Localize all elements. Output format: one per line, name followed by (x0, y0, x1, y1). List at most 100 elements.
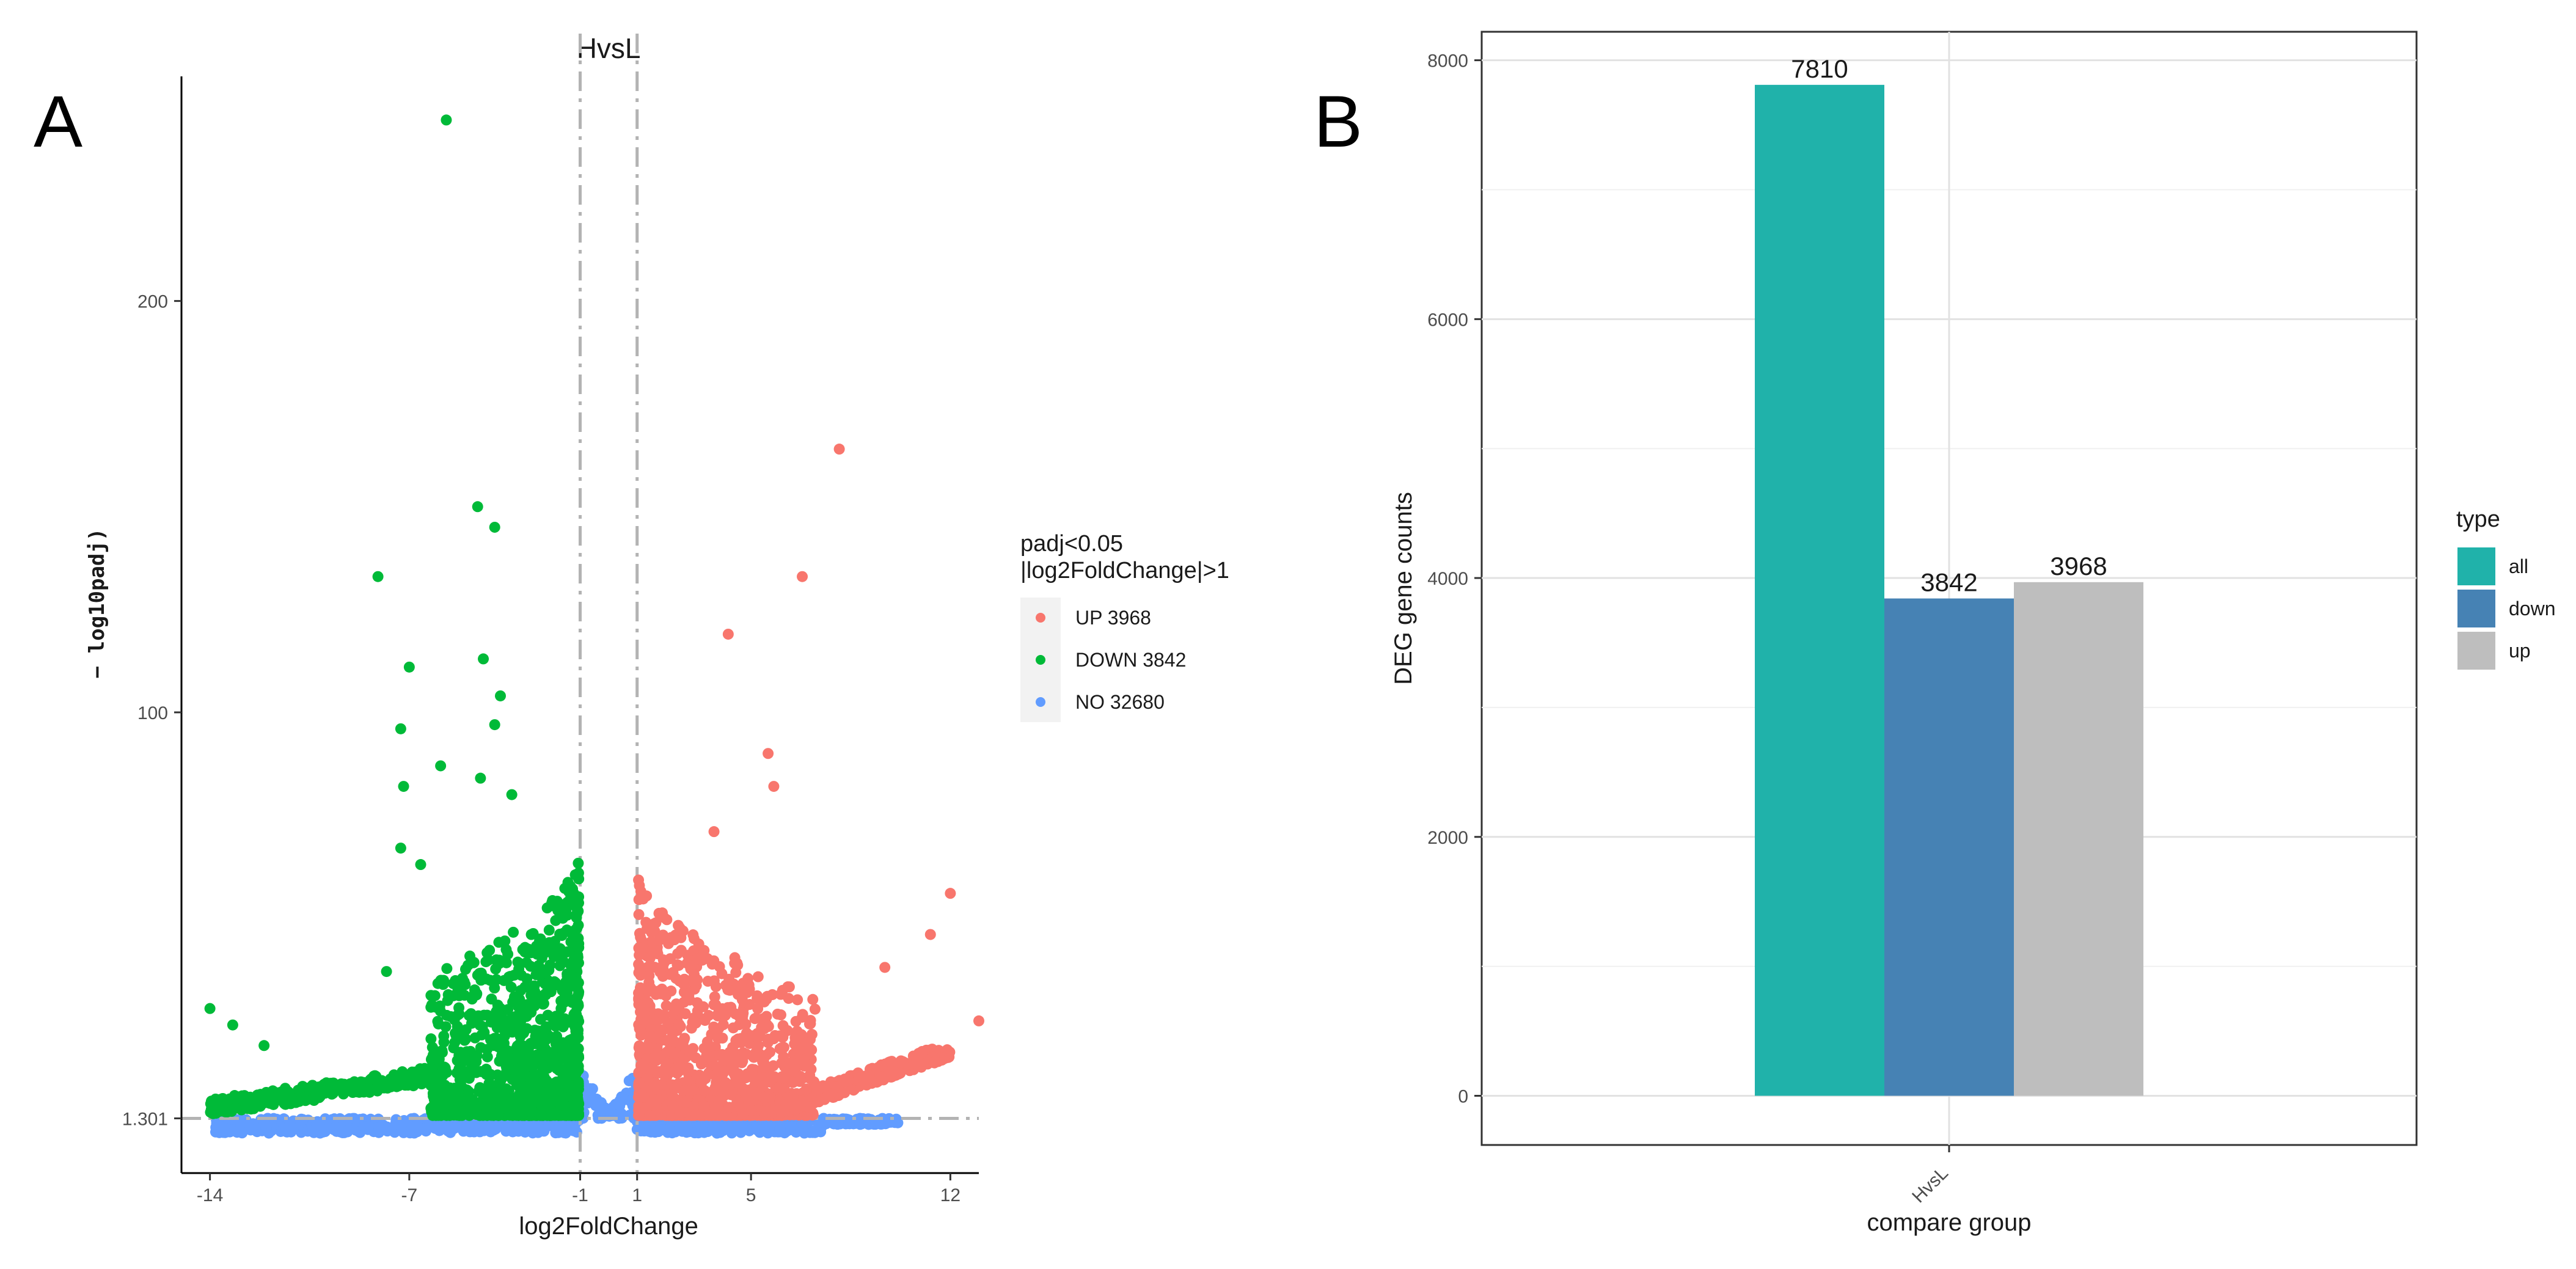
volcano-point-down-outlier (475, 772, 486, 784)
volcano-title: HvsL (577, 32, 641, 64)
volcano-point-down (557, 1021, 569, 1033)
volcano-point-down (512, 956, 524, 968)
volcano-point-down (529, 986, 541, 997)
volcano-point-down (493, 937, 505, 948)
volcano-point-up (806, 1044, 818, 1056)
bar-down (1884, 598, 2014, 1096)
volcano-point-up (772, 1008, 783, 1020)
volcano-point-up (698, 1100, 710, 1112)
volcano-point-down (314, 1083, 326, 1094)
volcano-point-up (664, 953, 676, 965)
volcano-point-up (690, 1108, 701, 1120)
volcano-point-no (552, 1127, 564, 1138)
volcano-point-no (342, 1124, 354, 1136)
volcano-point-no (633, 1124, 645, 1135)
volcano-x-tick-label: -1 (572, 1185, 588, 1205)
volcano-point-down (571, 977, 582, 989)
volcano-point-up (756, 1022, 767, 1033)
volcano-point-up-outlier (797, 571, 808, 582)
volcano-point-up (744, 983, 755, 995)
volcano-point-down-outlier (495, 690, 506, 701)
volcano-point-down (452, 1110, 463, 1121)
volcano-point-down (463, 1010, 475, 1022)
volcano-point-up (792, 1029, 803, 1040)
volcano-point-down (569, 1022, 581, 1033)
volcano-point-no (681, 1119, 692, 1131)
volcano-point-up (787, 1092, 799, 1103)
bar-all (1755, 84, 1884, 1096)
volcano-point-up (638, 1058, 649, 1069)
volcano-point-up (745, 1031, 756, 1042)
volcano-point-up (648, 918, 660, 929)
volcano-point-up (682, 1075, 694, 1086)
volcano-point-down (542, 1009, 554, 1021)
volcano-point-down (421, 1072, 433, 1083)
volcano-point-down (224, 1093, 235, 1105)
volcano-point-up (777, 1031, 788, 1043)
volcano-point-up (633, 959, 645, 970)
volcano-point-down (430, 1053, 442, 1064)
volcano-point-up (732, 1097, 744, 1108)
volcano-point-up (653, 1066, 664, 1077)
volcano-point-down (527, 927, 539, 939)
volcano-point-up (673, 960, 684, 971)
volcano-point-up (767, 1060, 779, 1072)
volcano-point-up (884, 1056, 896, 1067)
volcano-x-tick-label: 1 (632, 1185, 642, 1205)
volcano-point-up (690, 1017, 701, 1029)
volcano-point-down (521, 999, 533, 1011)
volcano-point-up (673, 1062, 685, 1073)
volcano-point-up (633, 987, 645, 999)
volcano-point-down (573, 857, 584, 869)
volcano-point-down (453, 1008, 465, 1020)
volcano-point-up (665, 932, 677, 943)
volcano-point-up (752, 1003, 764, 1014)
volcano-highlighted-points (204, 114, 984, 1121)
volcano-point-no (784, 1120, 796, 1132)
volcano-point-up (662, 1017, 674, 1029)
volcano-x-tick-label: 5 (746, 1185, 756, 1205)
volcano-point-up (758, 1062, 769, 1073)
volcano-point-up (698, 1001, 709, 1012)
volcano-point-no (353, 1126, 365, 1138)
volcano-point-down-outlier (506, 789, 518, 800)
volcano-point-down (543, 924, 555, 936)
volcano-point-down (453, 1032, 465, 1044)
volcano-point-up (679, 1008, 691, 1020)
volcano-point-down (442, 989, 454, 1001)
volcano-point-up (745, 1105, 757, 1116)
volcano-point-down (470, 1056, 482, 1067)
bar-y-tick-label: 0 (1458, 1086, 1468, 1106)
volcano-point-up (723, 1102, 735, 1113)
volcano-point-up (714, 1110, 725, 1121)
legend-label-down-bar: down (2509, 598, 2556, 620)
volcano-point-down-outlier (227, 1019, 238, 1031)
volcano-point-up-outlier (768, 781, 780, 792)
volcano-point-up (638, 1091, 649, 1103)
legend-label-up: UP 3968 (1075, 607, 1151, 629)
volcano-point-down (536, 964, 548, 976)
volcano-point-up (678, 1040, 689, 1051)
volcano-point-up-outlier (945, 888, 956, 899)
volcano-point-down (492, 1069, 503, 1081)
volcano-point-up (633, 1077, 645, 1089)
volcano-point-down (483, 954, 494, 966)
volcano-point-down (573, 988, 584, 1000)
volcano-x-tick-label: -7 (401, 1185, 418, 1205)
volcano-point-down (536, 1110, 547, 1121)
volcano-point-down (549, 940, 560, 952)
volcano-point-up (929, 1056, 941, 1067)
volcano-point-up (796, 1043, 808, 1055)
volcano-point-down (526, 1060, 538, 1072)
bar-y-tick-label: 8000 (1427, 51, 1468, 71)
volcano-point-up (782, 981, 794, 993)
volcano-point-up (706, 957, 718, 969)
legend-label-down: DOWN 3842 (1075, 649, 1186, 671)
volcano-point-down (425, 1001, 437, 1013)
volcano-point-down (562, 968, 573, 980)
volcano-point-up (704, 1110, 715, 1121)
volcano-point-down (558, 997, 570, 1008)
volcano-point-up (633, 894, 645, 905)
volcano-point-down (456, 973, 468, 984)
